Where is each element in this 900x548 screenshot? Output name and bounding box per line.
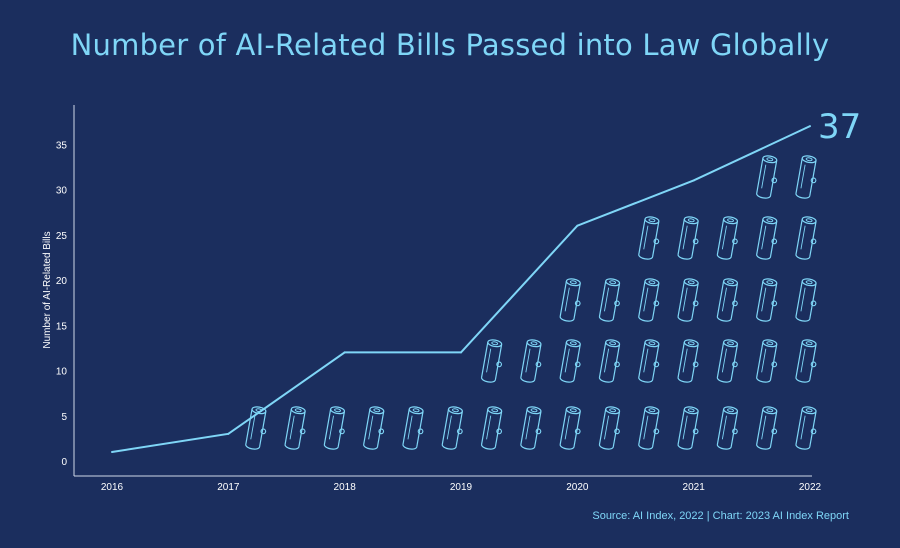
scroll-icon [637, 277, 664, 324]
scroll-icon [637, 215, 664, 262]
scroll-icon [480, 338, 507, 385]
y-tick-label: 5 [61, 412, 67, 423]
scroll-icon [676, 338, 703, 385]
scroll-icon [637, 405, 664, 452]
scroll-icon [401, 405, 428, 452]
scroll-icon [598, 405, 624, 452]
y-tick-label: 10 [56, 367, 68, 378]
data-point [343, 351, 346, 354]
scroll-icon [559, 405, 585, 452]
series-line [111, 125, 811, 453]
scroll-icon [716, 215, 742, 262]
scroll-icon [716, 277, 742, 324]
data-point [460, 351, 462, 354]
scroll-icon [598, 277, 624, 324]
y-tick-label: 20 [56, 276, 68, 287]
y-tick-label: 15 [56, 321, 68, 332]
data-point [111, 450, 113, 453]
source-note: Source: AI Index, 2022 | Chart: 2023 AI … [592, 510, 849, 522]
data-point [227, 432, 230, 435]
scroll-icon [283, 405, 310, 452]
scroll-icon [716, 405, 742, 452]
scroll-icon [794, 215, 821, 262]
scroll-icon [755, 277, 782, 324]
scroll-icon [794, 405, 821, 452]
chart-title: Number of AI-Related Bills Passed into L… [70, 28, 830, 62]
scroll-icon [755, 405, 782, 452]
end-value-label: 37 [818, 107, 861, 147]
series-layer [111, 125, 811, 453]
x-tick-label: 2021 [683, 482, 706, 493]
scroll-icon [323, 405, 349, 452]
scroll-icon [755, 154, 782, 201]
x-tick-label: 2019 [450, 482, 473, 493]
x-tick-label: 2016 [101, 482, 124, 493]
scroll-icon [716, 338, 742, 385]
scroll-icon [676, 405, 703, 452]
scroll-icon [676, 277, 703, 324]
scroll-icon [598, 338, 624, 385]
data-point [576, 224, 579, 227]
pictogram-layer [244, 154, 821, 452]
scroll-icon [362, 405, 389, 452]
scroll-icon [676, 215, 703, 262]
tick-labels: 0 5 10 15 20 25 30 35 2016 2017 2018 2019 2020 2021 20… [56, 140, 822, 493]
scroll-icon [755, 215, 782, 262]
x-tick-label: 2020 [566, 482, 589, 493]
scroll-icon [755, 338, 782, 385]
scroll-icon [637, 338, 664, 385]
scroll-icon [559, 338, 585, 385]
data-point [809, 125, 811, 128]
x-tick-label: 2017 [217, 482, 240, 493]
data-point [692, 179, 695, 182]
x-tick-label: 2022 [799, 482, 822, 493]
x-tick-label: 2018 [334, 482, 357, 493]
scroll-icon [519, 338, 546, 385]
axes [73, 105, 812, 477]
y-tick-label: 0 [61, 457, 67, 468]
y-tick-label: 30 [56, 186, 68, 197]
scroll-icon [519, 405, 546, 452]
scroll-icon [559, 277, 585, 324]
y-axis-label: Number of AI-Related Bills [42, 231, 53, 348]
scroll-icon [441, 405, 467, 452]
y-tick-label: 25 [56, 231, 68, 242]
y-tick-label: 35 [56, 140, 68, 151]
scroll-icon [794, 338, 821, 385]
scroll-icon [480, 405, 507, 452]
scroll-icon [794, 154, 821, 201]
scroll-icon [794, 277, 821, 324]
